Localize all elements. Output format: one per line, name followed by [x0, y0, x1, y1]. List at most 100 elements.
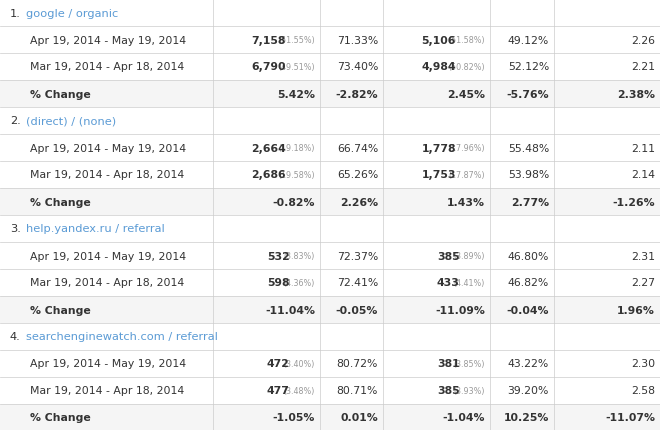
Bar [0, 135, 660, 162]
Text: 598: 598 [267, 278, 290, 288]
Text: Apr 19, 2014 - May 19, 2014: Apr 19, 2014 - May 19, 2014 [30, 251, 186, 261]
Text: -2.82%: -2.82% [335, 89, 378, 99]
Text: 2.: 2. [10, 116, 20, 126]
Text: 65.26%: 65.26% [337, 170, 378, 180]
Text: % Change: % Change [30, 89, 91, 99]
Text: % Change: % Change [30, 305, 91, 315]
Text: 1.: 1. [10, 9, 21, 18]
Text: 1,753: 1,753 [422, 170, 456, 180]
Text: (3.83%): (3.83%) [284, 252, 315, 261]
Text: -1.04%: -1.04% [442, 412, 485, 423]
Text: 381: 381 [437, 359, 459, 369]
Text: 46.80%: 46.80% [508, 251, 549, 261]
Text: (direct) / (none): (direct) / (none) [26, 116, 116, 126]
Bar [0, 108, 660, 135]
Text: 46.82%: 46.82% [508, 278, 549, 288]
Text: -11.07%: -11.07% [605, 412, 655, 423]
Text: 39.20%: 39.20% [508, 386, 549, 396]
Text: Mar 19, 2014 - Apr 18, 2014: Mar 19, 2014 - Apr 18, 2014 [30, 62, 184, 72]
Text: 49.12%: 49.12% [508, 35, 549, 46]
Text: -11.09%: -11.09% [435, 305, 485, 315]
Bar [0, 81, 660, 108]
Text: (17.96%): (17.96%) [448, 144, 485, 153]
Text: -1.26%: -1.26% [612, 197, 655, 207]
Text: help.yandex.ru / referral: help.yandex.ru / referral [26, 224, 165, 234]
Text: 2.45%: 2.45% [447, 89, 485, 99]
Bar [0, 323, 660, 350]
Text: 43.22%: 43.22% [508, 359, 549, 369]
Bar [0, 162, 660, 189]
Text: Mar 19, 2014 - Apr 18, 2014: Mar 19, 2014 - Apr 18, 2014 [30, 386, 184, 396]
Text: 472: 472 [267, 359, 290, 369]
Text: Apr 19, 2014 - May 19, 2014: Apr 19, 2014 - May 19, 2014 [30, 35, 186, 46]
Text: 0.01%: 0.01% [341, 412, 378, 423]
Text: 53.98%: 53.98% [508, 170, 549, 180]
Text: -0.82%: -0.82% [273, 197, 315, 207]
Text: 6,790: 6,790 [251, 62, 286, 72]
Text: 72.37%: 72.37% [337, 251, 378, 261]
Text: 7,158: 7,158 [251, 35, 286, 46]
Text: (3.89%): (3.89%) [453, 252, 485, 261]
Text: 2.27: 2.27 [631, 278, 655, 288]
Text: 2.11: 2.11 [631, 143, 655, 153]
Bar [0, 404, 660, 430]
Text: % Change: % Change [30, 412, 91, 423]
Text: (19.58%): (19.58%) [279, 171, 315, 180]
Text: 4,984: 4,984 [422, 62, 456, 72]
Text: 2.77%: 2.77% [511, 197, 549, 207]
Text: 5,106: 5,106 [422, 35, 456, 46]
Text: % Change: % Change [30, 197, 91, 207]
Text: 10.25%: 10.25% [504, 412, 549, 423]
Bar [0, 54, 660, 81]
Text: (50.82%): (50.82%) [448, 63, 485, 72]
Bar [0, 377, 660, 404]
Text: 4.: 4. [10, 332, 20, 342]
Bar [0, 296, 660, 323]
Text: (4.36%): (4.36%) [284, 278, 315, 287]
Bar [0, 189, 660, 215]
Text: 1.96%: 1.96% [617, 305, 655, 315]
Text: (3.40%): (3.40%) [284, 359, 315, 368]
Text: -11.04%: -11.04% [265, 305, 315, 315]
Text: 71.33%: 71.33% [337, 35, 378, 46]
Text: (49.51%): (49.51%) [279, 63, 315, 72]
Text: 2.30: 2.30 [631, 359, 655, 369]
Text: 2,686: 2,686 [251, 170, 286, 180]
Text: -0.05%: -0.05% [336, 305, 378, 315]
Bar [0, 350, 660, 377]
Bar [0, 27, 660, 54]
Text: (4.41%): (4.41%) [453, 278, 485, 287]
Text: Mar 19, 2014 - Apr 18, 2014: Mar 19, 2014 - Apr 18, 2014 [30, 170, 184, 180]
Text: Mar 19, 2014 - Apr 18, 2014: Mar 19, 2014 - Apr 18, 2014 [30, 278, 184, 288]
Text: 1,778: 1,778 [422, 143, 456, 153]
Bar [0, 215, 660, 243]
Text: 5.42%: 5.42% [277, 89, 315, 99]
Text: 2.38%: 2.38% [617, 89, 655, 99]
Text: -5.76%: -5.76% [506, 89, 549, 99]
Text: 385: 385 [437, 386, 459, 396]
Text: 66.74%: 66.74% [337, 143, 378, 153]
Text: (3.93%): (3.93%) [453, 386, 485, 395]
Text: 52.12%: 52.12% [508, 62, 549, 72]
Text: Apr 19, 2014 - May 19, 2014: Apr 19, 2014 - May 19, 2014 [30, 143, 186, 153]
Text: (3.48%): (3.48%) [284, 386, 315, 395]
Text: 2.31: 2.31 [631, 251, 655, 261]
Text: google / organic: google / organic [26, 9, 118, 18]
Text: 477: 477 [267, 386, 290, 396]
Text: 532: 532 [267, 251, 290, 261]
Text: -1.05%: -1.05% [273, 412, 315, 423]
Text: (51.58%): (51.58%) [448, 36, 485, 45]
Text: 73.40%: 73.40% [337, 62, 378, 72]
Text: searchenginewatch.com / referral: searchenginewatch.com / referral [26, 332, 218, 342]
Text: 433: 433 [437, 278, 459, 288]
Text: 55.48%: 55.48% [508, 143, 549, 153]
Text: 2.26: 2.26 [631, 35, 655, 46]
Text: (3.85%): (3.85%) [453, 359, 485, 368]
Text: Apr 19, 2014 - May 19, 2014: Apr 19, 2014 - May 19, 2014 [30, 359, 186, 369]
Text: -0.04%: -0.04% [506, 305, 549, 315]
Bar [0, 0, 660, 27]
Text: (51.55%): (51.55%) [279, 36, 315, 45]
Text: 2.58: 2.58 [631, 386, 655, 396]
Bar [0, 269, 660, 296]
Text: 72.41%: 72.41% [337, 278, 378, 288]
